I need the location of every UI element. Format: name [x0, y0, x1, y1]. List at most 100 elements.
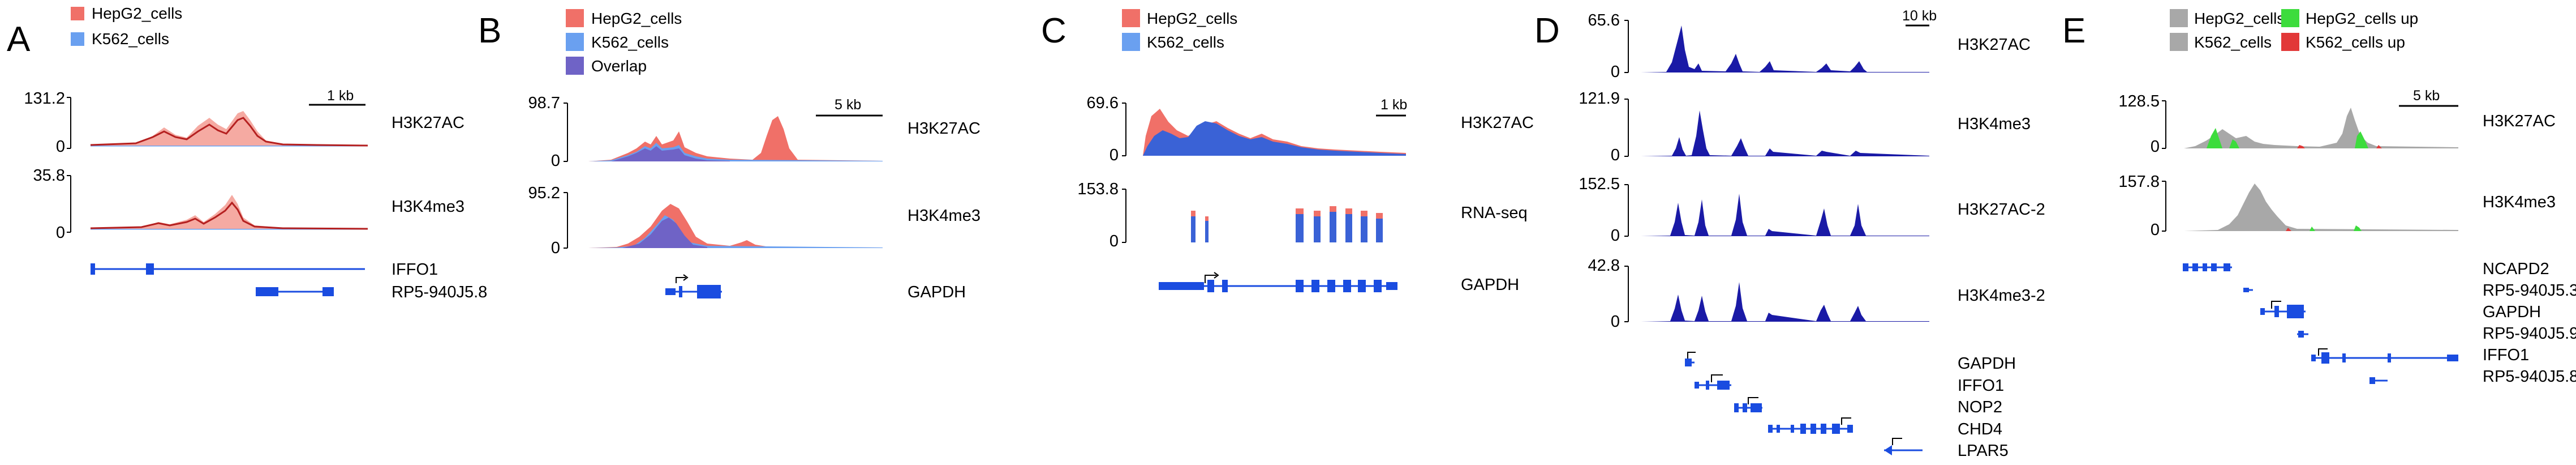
legend-swatch-k562 — [1122, 33, 1140, 51]
panel-c-letter: C — [1041, 11, 1066, 50]
y-axis-max: 98.7 — [528, 94, 560, 112]
tss-arrow — [676, 277, 686, 283]
rna-seq-block — [1296, 208, 1304, 242]
panel-a-letter: A — [7, 20, 31, 59]
y-axis-max: 121.9 — [1579, 89, 1620, 108]
signal-area — [1641, 25, 1929, 72]
track-c1: 69.6 0 H3K27AC — [1087, 94, 1534, 164]
exon — [1791, 425, 1794, 433]
exon — [1751, 403, 1762, 412]
y-axis-min: 0 — [56, 138, 65, 156]
y-axis-max: 65.6 — [1588, 11, 1620, 29]
y-axis-min: 0 — [2151, 221, 2160, 239]
exon — [1847, 425, 1853, 433]
scale-bar-label: 10 kb — [1902, 8, 1937, 24]
tss-arrow — [1841, 417, 1851, 425]
overlap-signal-area — [622, 217, 707, 248]
track-label: H3K27AC — [2483, 112, 2556, 130]
rna-seq-blocks — [1191, 206, 1383, 242]
exon — [1800, 424, 1806, 434]
grey-signal-area — [2184, 108, 2458, 148]
track-label: H3K4me3-2 — [1958, 287, 2045, 305]
gene-track-a: IFFO1 RP5-940J5.8 — [91, 261, 487, 301]
rna-seq-block-top — [1191, 211, 1195, 216]
gene-label: IFFO1 — [392, 261, 438, 279]
k562-up-area — [2376, 145, 2382, 148]
legend-label: K562_cells — [92, 30, 169, 48]
legend-label: HepG2_cells — [92, 5, 182, 22]
exon — [2203, 263, 2207, 271]
y-axis-max: 131.2 — [24, 89, 65, 108]
hepg2-up-area — [2229, 139, 2239, 148]
track-a1: 131.2 0 H3K27AC — [24, 89, 465, 156]
exon — [1343, 280, 1351, 292]
legend-label: HepG2_cells — [591, 10, 682, 27]
y-axis-min: 0 — [1611, 313, 1620, 331]
exon — [665, 288, 676, 295]
exon — [1207, 280, 1214, 292]
gene-label: RP5-940J5.8 — [392, 283, 487, 301]
track-label: H3K27AC — [908, 120, 980, 138]
legend-swatch-k562 — [2170, 33, 2188, 51]
exon — [1734, 403, 1739, 412]
rna-seq-block-top — [1376, 213, 1383, 219]
legend-swatch-k562-up — [2281, 33, 2299, 51]
track-label: RNA-seq — [1461, 204, 1528, 222]
exon — [1327, 280, 1335, 292]
exon — [146, 263, 154, 275]
exon — [2192, 263, 2198, 271]
y-axis-min: 0 — [2151, 138, 2160, 156]
y-axis-max: 153.8 — [1077, 180, 1119, 198]
track-d3: 152.5 0 H3K27AC-2 — [1579, 175, 2045, 245]
exon — [1706, 381, 1709, 390]
rna-seq-block — [1205, 216, 1209, 242]
exon — [1358, 280, 1366, 292]
exon — [2260, 308, 2265, 315]
legend-swatch-hepg2 — [566, 9, 584, 27]
legend-label: Overlap — [591, 57, 647, 75]
k562-signal-area — [1143, 121, 1406, 156]
hepg2-signal-line — [90, 201, 368, 230]
track-d2: 121.9 0 H3K4me3 — [1579, 89, 2031, 164]
legend-swatch-hepg2-up — [2281, 9, 2299, 27]
rna-seq-block-top — [1345, 208, 1352, 214]
exon — [1311, 280, 1319, 292]
legend-label: K562_cells — [2194, 33, 2272, 51]
exon — [2369, 377, 2375, 384]
rna-seq-block-top — [1330, 206, 1336, 212]
y-axis-min: 0 — [551, 239, 560, 257]
gene-label: RP5-940J5.3 — [2483, 281, 2576, 300]
hepg2-up-area — [2207, 128, 2222, 148]
overlap-signal-area — [611, 146, 730, 161]
exon — [1159, 282, 1204, 290]
exon — [2274, 306, 2279, 317]
tss-arrow — [1205, 275, 1216, 283]
exon — [1768, 425, 1773, 433]
track-label: H3K27AC — [1461, 114, 1534, 132]
tss-arrow — [2318, 348, 2328, 356]
exon — [2311, 355, 2316, 361]
signal-area — [1641, 110, 1929, 156]
panel-d: D 10 kb 65.6 0 H3K27AC 121.9 0 H3K4me3 1… — [1534, 8, 2045, 460]
tss-arrowhead — [1214, 272, 1219, 279]
rna-seq-block-top — [1205, 216, 1209, 221]
y-axis-min: 0 — [1611, 146, 1620, 164]
y-axis-min: 0 — [1109, 146, 1119, 164]
signal-area — [1641, 194, 1929, 236]
exon — [2342, 353, 2346, 362]
exon — [1821, 424, 1826, 434]
exon — [1743, 403, 1747, 412]
tss-arrow — [1711, 374, 1723, 382]
gene-track-d: GAPDH IFFO1 NOP2 CHD4 LPAR5 — [1685, 352, 2016, 460]
track-b1: 98.7 0 H3K27AC — [528, 94, 980, 170]
legend-label: HepG2_cells up — [2306, 10, 2418, 27]
gene-label: IFFO1 — [2483, 346, 2529, 364]
rna-seq-block-top — [1296, 208, 1304, 214]
track-label: H3K4me3 — [392, 198, 465, 216]
gene-track-b: GAPDH — [665, 274, 966, 301]
y-axis-min: 0 — [1611, 63, 1620, 81]
exon — [256, 287, 278, 296]
k562-up-area — [2286, 228, 2291, 231]
rna-seq-block — [1330, 206, 1336, 242]
